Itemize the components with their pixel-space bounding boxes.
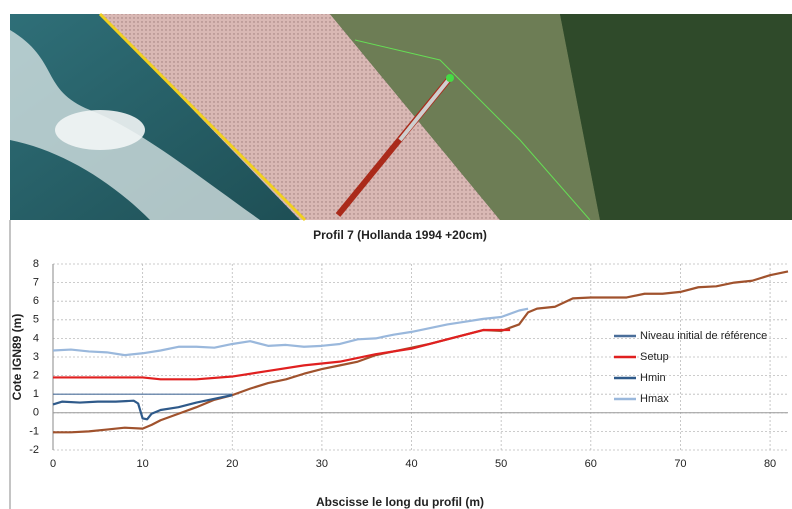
legend-label: Setup: [640, 351, 669, 363]
legend-label: Niveau initial de référence: [640, 330, 767, 342]
x-tick-label: 20: [226, 458, 238, 470]
y-tick-label: 8: [33, 258, 39, 270]
y-tick-label: 2: [33, 370, 39, 382]
y-tick-label: 1: [33, 388, 39, 400]
y-tick-label: -1: [29, 425, 39, 437]
x-tick-label: 0: [50, 458, 56, 470]
x-axis-label: Abscisse le long du profil (m): [316, 495, 484, 509]
x-tick-label: 80: [764, 458, 776, 470]
x-tick-label: 30: [316, 458, 328, 470]
x-tick-label: 50: [495, 458, 507, 470]
y-tick-label: 6: [33, 295, 39, 307]
x-tick-label: 40: [405, 458, 417, 470]
y-tick-label: 0: [33, 407, 39, 419]
y-tick-label: 7: [33, 277, 39, 289]
series-line: [53, 328, 511, 381]
y-tick-label: 3: [33, 351, 39, 363]
y-axis-label: Cote IGN89 (m): [10, 314, 24, 401]
x-tick-label: 70: [674, 458, 686, 470]
y-tick-label: -2: [29, 444, 39, 456]
x-tick-label: 10: [137, 458, 149, 470]
legend-label: Hmin: [640, 372, 666, 384]
series-line: [52, 307, 529, 357]
y-tick-label: 4: [33, 332, 39, 344]
series-line: [53, 270, 789, 434]
x-tick-label: 60: [585, 458, 597, 470]
aerial-photo: [10, 12, 792, 222]
legend-label: Hmax: [640, 393, 669, 405]
y-tick-label: 5: [33, 314, 39, 326]
series-line: [52, 394, 233, 421]
chart-title: Profil 7 (Hollanda 1994 +20cm): [313, 228, 487, 242]
